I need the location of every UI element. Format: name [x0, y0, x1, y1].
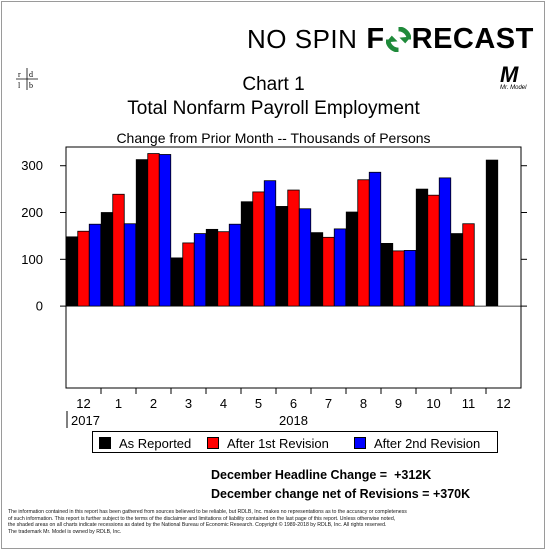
bar [310, 232, 324, 307]
bar [485, 159, 499, 307]
bar [100, 212, 114, 307]
bar [368, 171, 382, 307]
mr-model-letter: M [500, 62, 519, 87]
x-tick-label: 6 [290, 396, 297, 411]
rdb-logo-icon: r d l b [16, 68, 38, 90]
bar [77, 230, 90, 307]
bar [135, 159, 149, 307]
bar [427, 194, 440, 307]
x-tick-label: 5 [255, 396, 262, 411]
svg-text:r: r [18, 70, 21, 79]
legend-swatch-blue [354, 437, 366, 449]
bar [275, 206, 289, 307]
headline-change-stat: December Headline Change = +312K [211, 468, 431, 482]
bar [345, 211, 359, 307]
bar [123, 223, 137, 307]
svg-text:l: l [18, 81, 21, 90]
bar [357, 179, 370, 307]
legend-label: As Reported [119, 435, 192, 451]
brand-text-recast: RECAST [411, 22, 534, 55]
svg-text:d: d [29, 70, 33, 79]
bar [263, 180, 277, 307]
bar [240, 201, 254, 307]
bar [287, 189, 300, 307]
bar [380, 242, 394, 307]
bar [228, 223, 242, 307]
legend-item-as-reported: As Reported [99, 435, 191, 451]
stat-label: December change net of Revisions = [211, 487, 430, 501]
x-tick-label: 1 [115, 396, 122, 411]
bar [403, 250, 417, 307]
x-tick-label: 7 [325, 396, 332, 411]
y-tick-label: 0 [36, 299, 43, 314]
disclaimer-line: The trademark Mr. Model is owned by RDLB… [8, 528, 122, 535]
chart-label: Chart 1 [242, 74, 305, 95]
x-tick-label: 10 [426, 396, 440, 411]
x-tick-label: 12 [496, 396, 510, 411]
bar [438, 177, 452, 307]
chart-subtitle: Change from Prior Month -- Thousands of … [116, 130, 431, 146]
x-tick-label: 4 [220, 396, 227, 411]
bar [205, 228, 219, 307]
stat-label: December Headline Change = [211, 468, 388, 482]
x-tick-label: 3 [185, 396, 192, 411]
bar [450, 233, 464, 307]
bar [252, 191, 265, 307]
brand-letter-f: F [366, 22, 385, 55]
mr-model-caption: Mr. Model [500, 85, 527, 91]
brand-text-forecast: F RECAST [366, 23, 533, 56]
legend-item-after-1st: After 1st Revision [207, 435, 329, 451]
y-tick-label: 100 [21, 252, 43, 267]
stat-value: +312K [394, 468, 432, 482]
x-tick-label: 8 [360, 396, 367, 411]
stat-value: +370K [432, 487, 471, 501]
legend-swatch-red [207, 437, 219, 449]
bar [193, 233, 207, 307]
bar [217, 231, 230, 307]
bar [147, 153, 160, 307]
x-tick-label: 9 [395, 396, 402, 411]
disclaimer-line: The information contained in this report… [8, 509, 407, 515]
bar [333, 228, 347, 307]
legend-label: After 1st Revision [227, 435, 329, 451]
bar [322, 236, 335, 307]
y-tick-label: 300 [21, 158, 43, 173]
disclaimer-line: the shaded areas on all charts indicate … [8, 522, 387, 529]
chart-title: Total Nonfarm Payroll Employment [127, 98, 420, 119]
bar [65, 236, 79, 307]
bar [392, 250, 405, 307]
bar [170, 257, 184, 307]
disclaimer-text: The information contained in this report… [8, 509, 540, 535]
x-tick-label: 12 [76, 396, 90, 411]
chart-legend: As Reported After 1st Revision After 2nd… [92, 431, 498, 453]
mr-model-logo-icon: M Mr. Model [494, 62, 534, 96]
bar [88, 223, 102, 307]
bar [112, 193, 125, 307]
year-label: 2017 [71, 413, 100, 428]
legend-item-after-2nd: After 2nd Revision [354, 435, 480, 451]
x-tick-label: 11 [462, 396, 476, 411]
green-arrows-circle-icon [385, 26, 411, 52]
legend-label: After 2nd Revision [374, 435, 481, 451]
x-tick-label: 2 [150, 396, 157, 411]
legend-swatch-black [99, 437, 111, 449]
disclaimer-line: of such information. This report is furt… [8, 515, 396, 522]
brand-text-no-spin: NO SPIN [247, 23, 358, 54]
bar [182, 242, 195, 307]
brand-logo: NO SPIN F RECAST [247, 22, 534, 56]
year-label: 2018 [279, 413, 308, 428]
y-tick-label: 200 [21, 205, 43, 220]
bar [462, 223, 475, 307]
bar [298, 208, 312, 307]
svg-text:b: b [29, 81, 33, 90]
net-of-revisions-stat: December change net of Revisions = +370K [211, 487, 470, 501]
bar [158, 154, 172, 307]
bar [415, 188, 429, 307]
